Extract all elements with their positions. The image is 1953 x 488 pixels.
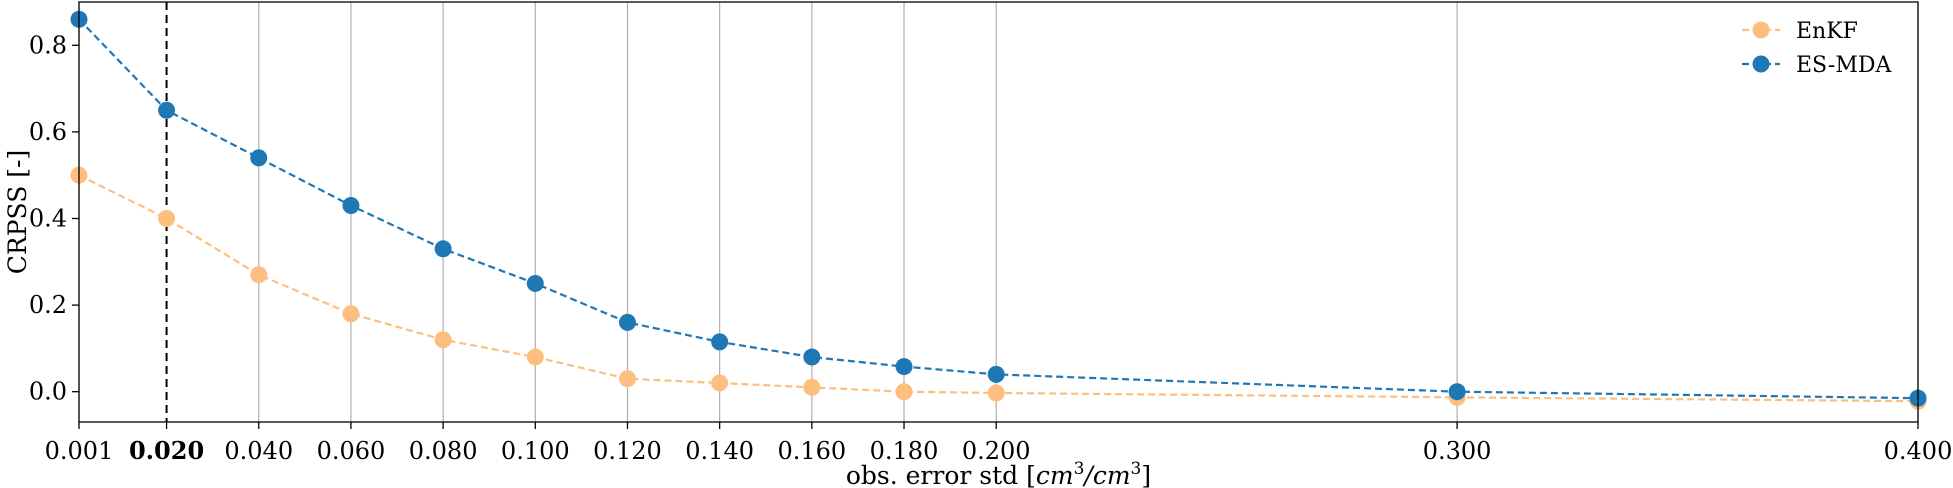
series-point-ES-MDA-0.180 <box>895 358 913 376</box>
y-tick-label-0.2: 0.2 <box>29 291 67 319</box>
x-tick-label-0.080: 0.080 <box>409 437 478 465</box>
legend-marker-ES-MDA <box>1752 55 1770 73</box>
legend-item-EnKF: EnKF <box>1742 19 1858 44</box>
x-axis-title: obs. error std [cm3/cm3] <box>846 459 1151 488</box>
series-point-EnKF-0.060 <box>342 305 360 323</box>
series-point-EnKF-0.200 <box>987 384 1005 402</box>
series-lines <box>70 10 1927 410</box>
x-tick-label-0.020: 0.020 <box>129 436 204 465</box>
series-point-EnKF-0.040 <box>250 266 268 284</box>
x-tick-label-0.300: 0.300 <box>1423 437 1492 465</box>
y-tick-label-0.0: 0.0 <box>29 378 67 406</box>
series-point-ES-MDA-0.120 <box>618 313 636 331</box>
series-point-EnKF-0.100 <box>526 348 544 366</box>
series-point-ES-MDA-0.140 <box>711 333 729 351</box>
y-axis-title: CRPSS [-] <box>3 150 32 275</box>
series-point-ES-MDA-0.080 <box>434 240 452 258</box>
x-tick-label-0.200: 0.200 <box>962 437 1031 465</box>
series-point-ES-MDA-0.100 <box>526 274 544 292</box>
legend-item-ES-MDA: ES-MDA <box>1742 53 1893 78</box>
x-tick-label-0.040: 0.040 <box>224 437 293 465</box>
legend-label-ES-MDA: ES-MDA <box>1796 53 1893 78</box>
series-point-EnKF-0.140 <box>711 374 729 392</box>
x-tick-label-0.100: 0.100 <box>501 437 570 465</box>
series-EnKF <box>70 166 1927 410</box>
x-axis-title-sup-b: 3 <box>1131 459 1142 479</box>
x-tick-label-0.060: 0.060 <box>317 437 386 465</box>
y-tick-label-0.4: 0.4 <box>29 204 67 232</box>
y-ticks: 0.0 0.2 0.4 0.6 0.8 <box>29 31 79 406</box>
series-point-ES-MDA-0.160 <box>803 348 821 366</box>
x-tick-label-0.140: 0.140 <box>685 437 754 465</box>
x-axis-title-text: obs. error std [ <box>846 461 1036 488</box>
series-point-EnKF-0.020 <box>158 209 176 227</box>
series-point-ES-MDA-0.020 <box>158 101 176 119</box>
x-axis-title-unit-a: cm <box>1036 461 1074 488</box>
x-tick-label-0.180: 0.180 <box>870 437 939 465</box>
plot-frame <box>78 1 1919 423</box>
y-tick-label-0.8: 0.8 <box>29 31 67 59</box>
x-tick-label-0.400: 0.400 <box>1884 437 1953 465</box>
x-tick-label-0.160: 0.160 <box>777 437 846 465</box>
series-point-ES-MDA-0.200 <box>987 365 1005 383</box>
x-axis-title-sup-a: 3 <box>1074 459 1085 479</box>
series-point-ES-MDA-0.300 <box>1448 383 1466 401</box>
x-tick-label-0.001: 0.001 <box>45 437 114 465</box>
legend-label-EnKF: EnKF <box>1796 19 1858 44</box>
x-ticks: 0.001 0.020 0.040 0.060 0.080 0.100 0.120 0.140… <box>45 422 1953 465</box>
series-point-ES-MDA-0.060 <box>342 197 360 215</box>
y-tick-label-0.6: 0.6 <box>29 118 67 146</box>
series-point-EnKF-0.180 <box>895 383 913 401</box>
x-axis-title-close: ] <box>1141 461 1151 488</box>
legend-marker-EnKF <box>1752 21 1770 39</box>
series-point-EnKF-0.080 <box>434 331 452 349</box>
series-point-EnKF-0.120 <box>618 370 636 388</box>
x-tick-label-0.120: 0.120 <box>593 437 662 465</box>
legend: EnKF ES-MDA <box>1742 19 1893 78</box>
series-point-EnKF-0.160 <box>803 378 821 396</box>
x-axis-title-unit-b: /cm <box>1082 461 1130 488</box>
series-point-ES-MDA-0.040 <box>250 149 268 167</box>
series-ES-MDA <box>70 10 1927 407</box>
